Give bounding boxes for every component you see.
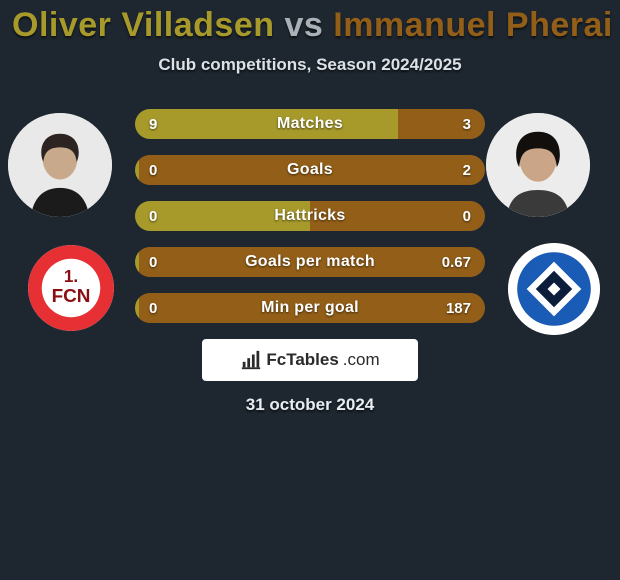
stat-label: Hattricks <box>135 201 485 231</box>
player2-name: Immanuel Pherai <box>333 6 613 44</box>
subtitle: Club competitions, Season 2024/2025 <box>0 55 620 75</box>
svg-text:1.: 1. <box>64 266 78 286</box>
svg-text:FCN: FCN <box>52 286 91 307</box>
player1-club-badge: 1. FCN <box>28 245 114 331</box>
player1-name: Oliver Villadsen <box>12 6 275 44</box>
stat-bar: 0Min per goal187 <box>135 293 485 323</box>
stat-label: Goals per match <box>135 247 485 277</box>
player2-avatar <box>486 113 590 217</box>
stat-bar: 9Matches3 <box>135 109 485 139</box>
stat-label: Min per goal <box>135 293 485 323</box>
stat-bar: 0Hattricks0 <box>135 201 485 231</box>
stat-bar: 0Goals2 <box>135 155 485 185</box>
stat-label: Matches <box>135 109 485 139</box>
source-suffix: .com <box>343 350 380 370</box>
source-name: FcTables <box>266 350 338 370</box>
player2-club-badge <box>508 243 600 335</box>
stat-right-value: 3 <box>463 109 471 139</box>
stat-right-value: 0.67 <box>442 247 471 277</box>
player1-avatar <box>8 113 112 217</box>
stat-right-value: 2 <box>463 155 471 185</box>
comparison-panel: 1. FCN 9Matches30Goals20Hattricks00Goals… <box>0 97 620 327</box>
stat-right-value: 187 <box>446 293 471 323</box>
source-badge: FcTables.com <box>202 339 418 381</box>
vs-text: vs <box>284 6 323 44</box>
stat-bar: 0Goals per match0.67 <box>135 247 485 277</box>
snapshot-date: 31 october 2024 <box>0 395 620 415</box>
comparison-title: Oliver Villadsen vs Immanuel Pherai <box>12 6 608 45</box>
stat-right-value: 0 <box>463 201 471 231</box>
stat-bars: 9Matches30Goals20Hattricks00Goals per ma… <box>135 109 485 339</box>
stat-label: Goals <box>135 155 485 185</box>
bar-chart-icon <box>240 349 262 371</box>
